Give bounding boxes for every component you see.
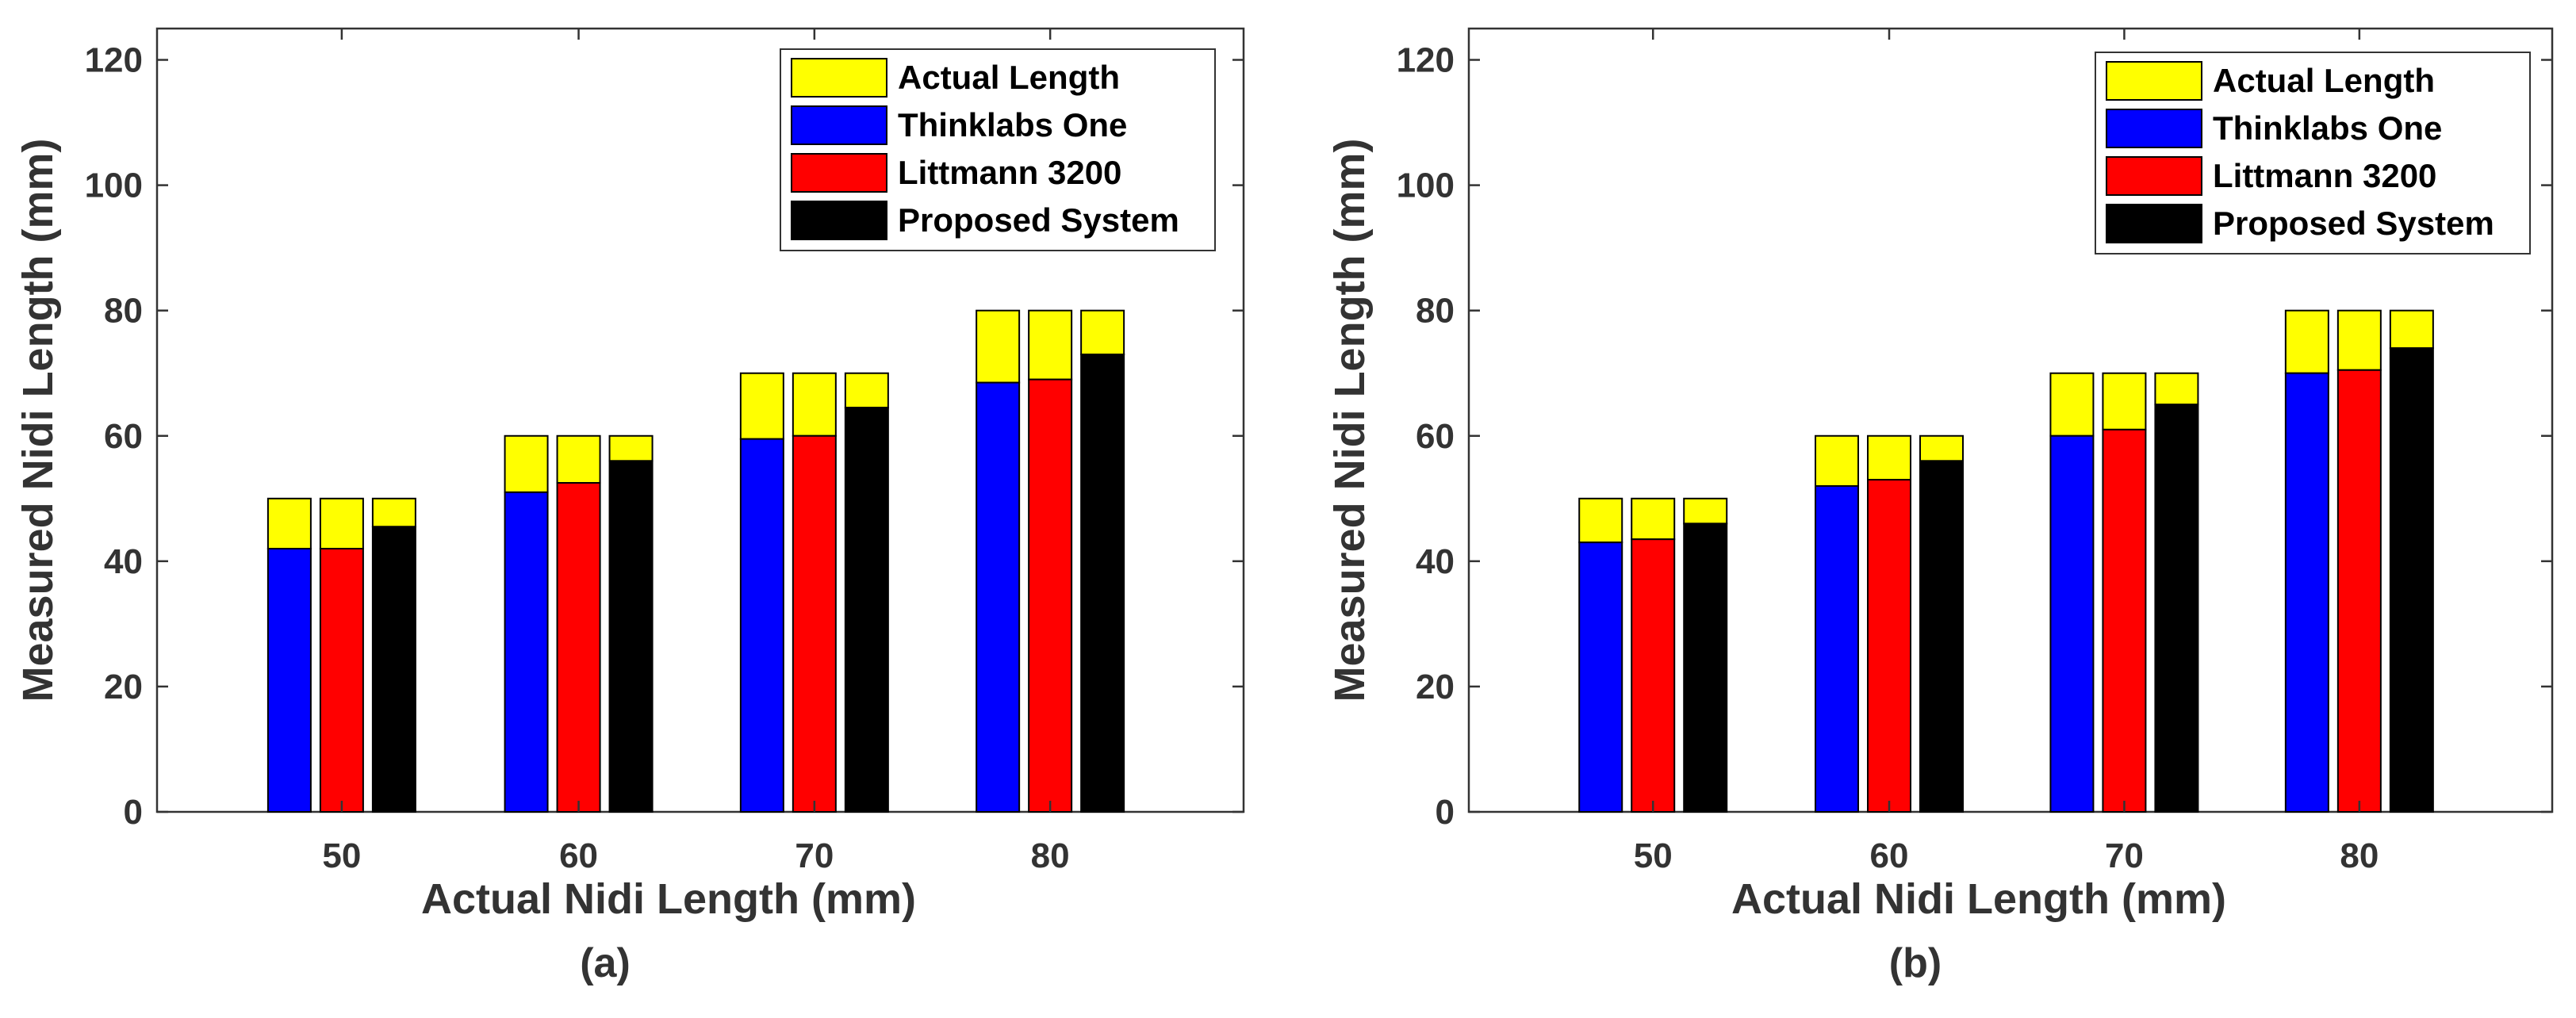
- legend-swatch: [2106, 156, 2202, 196]
- legend: Actual Length Thinklabs One Littmann 3200 P…: [2095, 52, 2531, 254]
- legend-label: Littmann 3200: [898, 154, 1121, 191]
- y-tick-label: 100: [85, 166, 143, 205]
- bar-proposed-system: [1683, 522, 1728, 813]
- bar-proposed-system: [844, 407, 889, 813]
- bar-actual-length: [2284, 309, 2329, 374]
- bar-littmann-3200: [2336, 369, 2382, 813]
- legend-label: Proposed System: [898, 201, 1179, 239]
- bar-proposed-system: [371, 526, 416, 813]
- legend-label: Thinklabs One: [2213, 109, 2442, 147]
- bar-thinklabs-one: [2049, 434, 2095, 813]
- bar-actual-length: [1683, 497, 1728, 525]
- bar-thinklabs-one: [739, 438, 784, 813]
- y-tick-label: 40: [104, 542, 143, 581]
- x-tick-label: 50: [1634, 836, 1673, 875]
- bar-thinklabs-one: [1578, 542, 1623, 813]
- bar-proposed-system: [1080, 354, 1125, 813]
- legend-label: Proposed System: [2213, 205, 2494, 242]
- bar-thinklabs-one: [1815, 484, 1860, 813]
- y-tick-label: 60: [1416, 417, 1455, 456]
- bar-littmann-3200: [1631, 538, 1676, 813]
- bar-actual-length: [1867, 434, 1912, 481]
- y-tick-label: 100: [1397, 166, 1455, 205]
- x-tick-label: 60: [559, 836, 598, 875]
- y-tick-label: 80: [1416, 292, 1455, 331]
- panel-subtitle: (b): [1889, 940, 1942, 986]
- y-tick-label: 20: [1416, 668, 1455, 706]
- bar-actual-length: [844, 372, 889, 409]
- y-tick-label: 20: [104, 668, 143, 706]
- legend-swatch: [791, 153, 887, 193]
- bar-littmann-3200: [1867, 479, 1912, 813]
- x-tick-label: 60: [1870, 836, 1909, 875]
- bar-thinklabs-one: [504, 491, 549, 813]
- panel-subtitle: (a): [580, 940, 631, 986]
- chart-panel-b: 0 20 40 60 80 100 120 50 60 70 80 Actual Nidi Lengt…: [1326, 27, 2554, 986]
- bar-actual-length: [1631, 497, 1676, 541]
- bar-thinklabs-one: [266, 548, 312, 813]
- bar-littmann-3200: [319, 548, 364, 813]
- y-tick-label: 40: [1416, 542, 1455, 581]
- y-tick-label: 80: [104, 292, 143, 331]
- bar-actual-length: [792, 372, 837, 437]
- bar-littmann-3200: [1028, 378, 1073, 813]
- y-axis-label: Measured Nidi Length (mm): [1326, 138, 1374, 702]
- bar-actual-length: [266, 497, 312, 550]
- y-tick-label: 0: [124, 793, 143, 832]
- bar-actual-length: [608, 434, 654, 462]
- bar-actual-length: [2336, 309, 2382, 371]
- bar-actual-length: [1578, 497, 1623, 544]
- bar-proposed-system: [1919, 460, 1965, 813]
- bar-actual-length: [504, 434, 549, 493]
- bar-actual-length: [1028, 309, 1073, 381]
- y-tick-label: 120: [85, 41, 143, 80]
- x-tick-label: 80: [2340, 836, 2379, 875]
- bar-actual-length: [2102, 372, 2147, 431]
- bar-actual-length: [1815, 434, 1860, 487]
- legend-label: Actual Length: [898, 59, 1120, 96]
- legend: Actual Length Thinklabs One Littmann 3200 P…: [780, 48, 1216, 251]
- legend-swatch: [2106, 109, 2202, 148]
- legend-swatch: [791, 105, 887, 145]
- chart-panel-a: 0 20 40 60 80 100 120 50 60 70 80 Actual Nidi Lengt…: [14, 27, 1245, 986]
- x-axis-label: Actual Nidi Length (mm): [421, 875, 916, 923]
- bar-actual-length: [2049, 372, 2095, 437]
- bar-proposed-system: [608, 460, 654, 813]
- bar-actual-length: [976, 309, 1021, 384]
- bar-proposed-system: [2154, 404, 2199, 813]
- x-tick-label: 50: [322, 836, 361, 875]
- bar-actual-length: [319, 497, 364, 550]
- bar-littmann-3200: [2102, 428, 2147, 813]
- x-axis-label: Actual Nidi Length (mm): [1731, 875, 2226, 923]
- legend-label: Thinklabs One: [898, 106, 1127, 144]
- y-tick-label: 0: [1436, 793, 1455, 832]
- legend-label: Actual Length: [2213, 62, 2435, 99]
- x-tick-label: 70: [2105, 836, 2144, 875]
- y-tick-label: 120: [1397, 41, 1455, 80]
- bar-actual-length: [1919, 434, 1965, 462]
- bar-proposed-system: [2389, 347, 2434, 813]
- y-tick-label: 60: [104, 417, 143, 456]
- legend-swatch: [2106, 204, 2202, 243]
- bar-actual-length: [556, 434, 601, 484]
- bar-actual-length: [2154, 372, 2199, 406]
- bar-actual-length: [2389, 309, 2434, 350]
- legend-swatch: [791, 201, 887, 240]
- bar-thinklabs-one: [2284, 372, 2329, 813]
- y-axis-label: Measured Nidi Length (mm): [14, 138, 62, 702]
- legend-label: Littmann 3200: [2213, 157, 2436, 194]
- bar-actual-length: [739, 372, 784, 440]
- legend-swatch: [791, 58, 887, 98]
- x-tick-label: 80: [1031, 836, 1070, 875]
- x-tick-label: 70: [795, 836, 834, 875]
- bar-actual-length: [1080, 309, 1125, 356]
- bar-littmann-3200: [792, 434, 837, 813]
- bar-thinklabs-one: [976, 381, 1021, 813]
- legend-swatch: [2106, 61, 2202, 101]
- bar-littmann-3200: [556, 482, 601, 813]
- bar-actual-length: [371, 497, 416, 528]
